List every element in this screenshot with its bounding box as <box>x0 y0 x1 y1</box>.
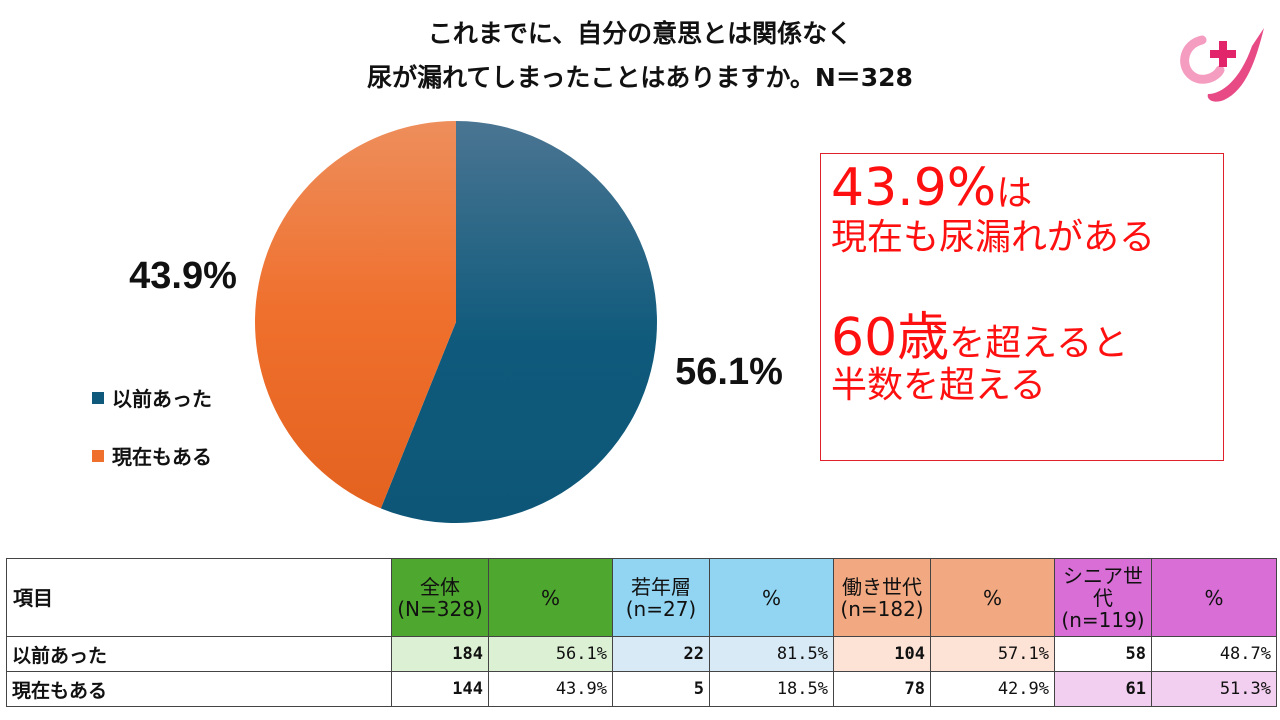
callout-percent: 43.9% <box>831 158 997 218</box>
callout-line-2: 現在も尿漏れがある <box>831 217 1156 258</box>
highlight-callout: 43.9%は 現在も尿漏れがある 60歳を超えると 半数を超える <box>820 153 1224 461</box>
cell-percent: 43.9% <box>488 671 613 707</box>
table-row: 現在もある 144 43.9% 5 18.5% 78 42.9% 61 51.3… <box>6 671 1277 707</box>
results-table: 項目 全体 (N=328) % 若年層 (n=27) % 働き世代 (n=182) %… <box>6 558 1277 707</box>
pie-slice <box>380 121 657 523</box>
row-label: 以前あった <box>6 636 392 672</box>
callout-over: を超えると <box>949 323 1129 364</box>
cell-percent: 57.1% <box>930 636 1055 672</box>
cell-count: 22 <box>612 636 710 672</box>
cell-count: 184 <box>391 636 489 672</box>
pie-slice <box>254 120 456 509</box>
cell-percent: 42.9% <box>930 671 1055 707</box>
cell-percent: 56.1% <box>488 636 613 672</box>
header-young: 若年層 (n=27) <box>612 558 710 637</box>
header-senior-pct: % <box>1151 558 1277 637</box>
cell-percent: 51.3% <box>1151 671 1277 707</box>
cell-percent: 81.5% <box>709 636 834 672</box>
cell-count: 78 <box>833 671 931 707</box>
cell-count: 144 <box>391 671 489 707</box>
callout-line-4: 半数を超える <box>831 365 1046 406</box>
title-line-1: これまでに、自分の意思とは関係なく <box>427 19 853 48</box>
pie-chart: 56.1% 43.9% <box>129 120 783 523</box>
cell-count: 5 <box>612 671 710 707</box>
legend-swatch <box>92 449 104 462</box>
cell-percent: 48.7% <box>1151 636 1277 672</box>
pink-plus-logo-icon <box>1180 28 1264 102</box>
chart-title: これまでに、自分の意思とは関係なく 尿が漏れてしまったことはありますか。N＝32… <box>240 12 1040 100</box>
pie-data-label: 56.1% <box>675 351 783 393</box>
legend-item-previously: 以前あった <box>92 383 212 412</box>
callout-age: 60歳 <box>831 308 950 368</box>
legend-label: 以前あった <box>112 387 212 411</box>
header-working-pct: % <box>930 558 1055 637</box>
cell-percent: 18.5% <box>709 671 834 707</box>
callout-particle: は <box>996 173 1033 214</box>
header-total-pct: % <box>488 558 613 637</box>
cell-count: 58 <box>1054 636 1152 672</box>
header-total: 全体 (N=328) <box>391 558 489 637</box>
cell-count: 104 <box>833 636 931 672</box>
header-senior: シニア世代 (n=119) <box>1054 558 1152 637</box>
callout-line-3: 60歳を超えると <box>831 312 1223 364</box>
header-item: 項目 <box>6 558 392 637</box>
header-young-pct: % <box>709 558 834 637</box>
legend-label: 現在もある <box>112 445 212 469</box>
cell-count: 61 <box>1054 671 1152 707</box>
table-header-row: 項目 全体 (N=328) % 若年層 (n=27) % 働き世代 (n=182) %… <box>6 558 1277 637</box>
table-row: 以前あった 184 56.1% 22 81.5% 104 57.1% 58 48… <box>6 636 1277 672</box>
header-working: 働き世代 (n=182) <box>833 558 931 637</box>
row-label: 現在もある <box>6 671 392 707</box>
legend-swatch <box>92 391 104 404</box>
legend-item-currently: 現在もある <box>92 441 212 470</box>
callout-line-1: 43.9%は <box>831 162 1223 214</box>
title-line-2: 尿が漏れてしまったことはありますか。N＝328 <box>367 63 913 92</box>
pie-data-label: 43.9% <box>129 255 237 297</box>
